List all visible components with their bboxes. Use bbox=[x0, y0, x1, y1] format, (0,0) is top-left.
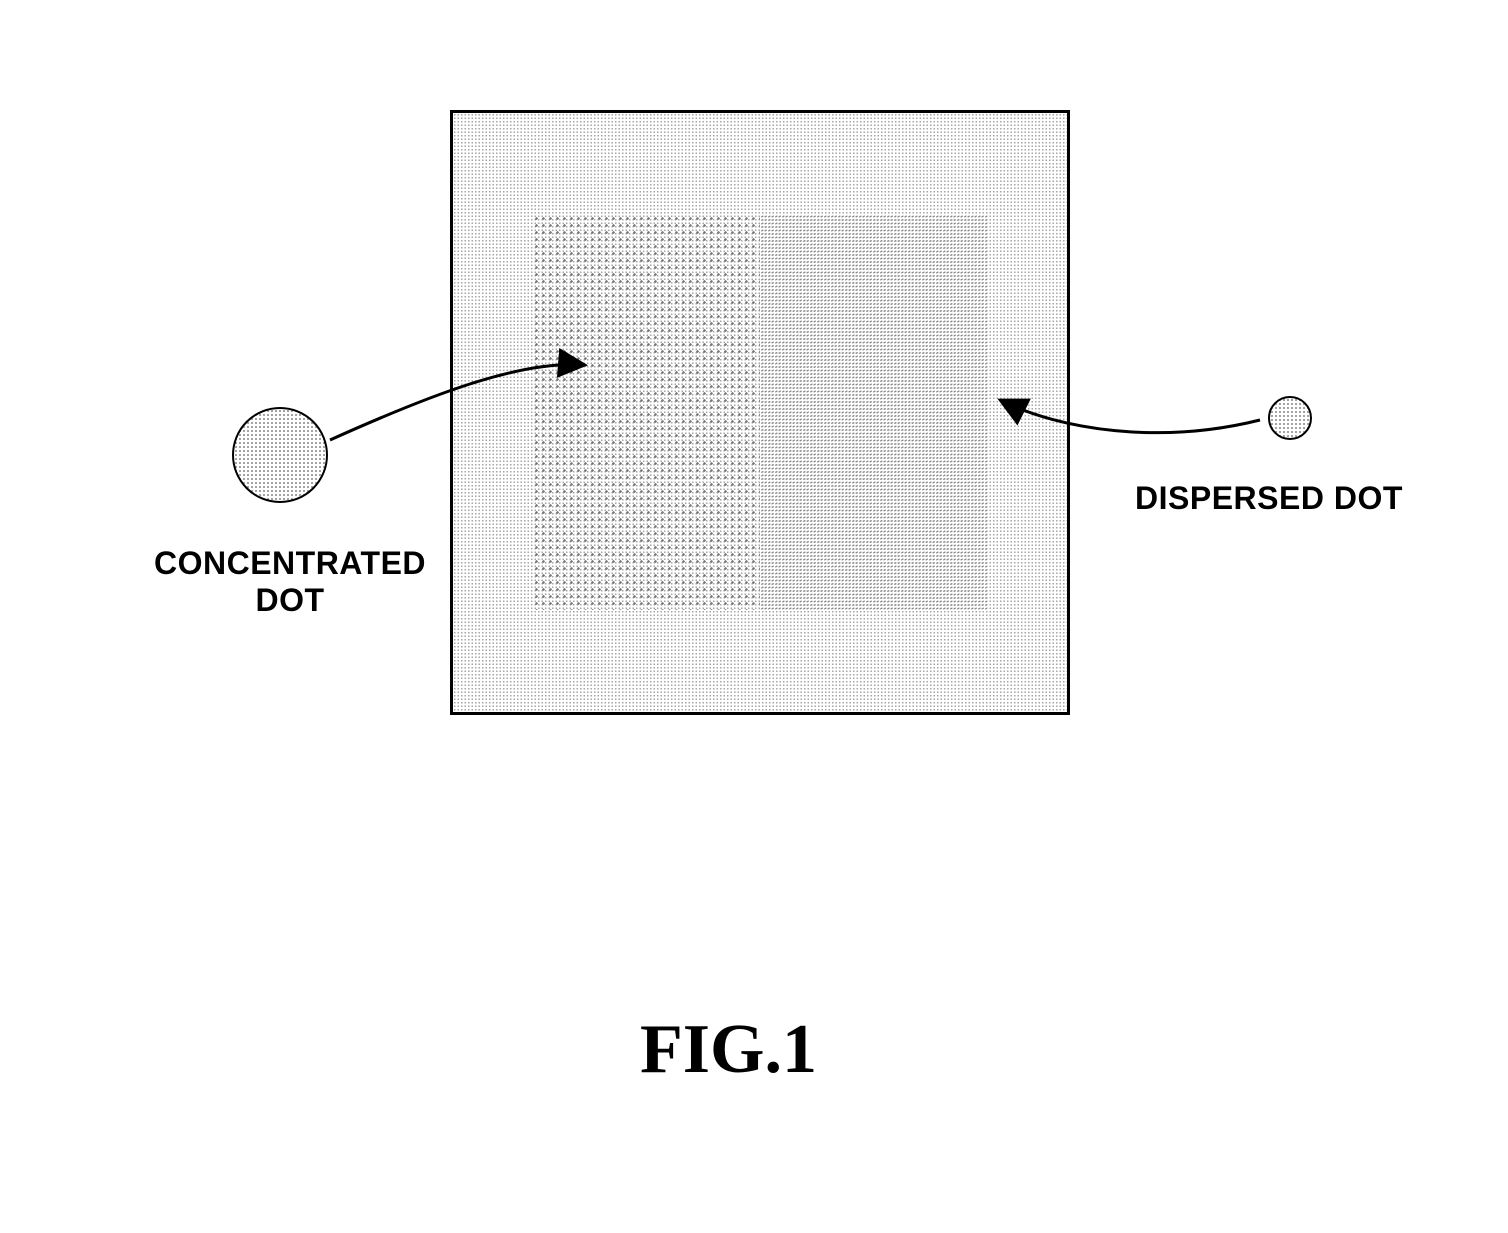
diagram-stage: CONCENTRATED DOT DISPERSED DOT FIG.1 bbox=[0, 0, 1508, 1233]
concentrated-dot-label: CONCENTRATED DOT bbox=[140, 545, 440, 619]
dispersed-dot-label: DISPERSED DOT bbox=[1135, 480, 1475, 517]
figure-caption: FIG.1 bbox=[640, 1010, 817, 1090]
